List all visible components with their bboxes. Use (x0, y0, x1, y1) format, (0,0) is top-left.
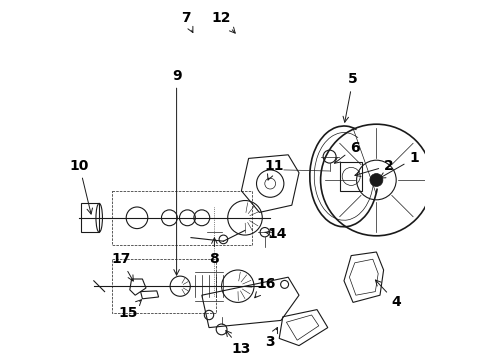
Text: 8: 8 (210, 238, 220, 266)
Text: 6: 6 (335, 141, 360, 163)
Bar (81, 203, 99, 232)
Bar (112, 191, 252, 245)
Text: 7: 7 (181, 11, 193, 32)
Text: 14: 14 (265, 227, 287, 241)
Bar (112, 259, 216, 313)
Bar (341, 162, 362, 191)
Text: 13: 13 (226, 330, 251, 356)
Text: 4: 4 (375, 280, 401, 309)
Text: 9: 9 (172, 69, 181, 275)
Text: 16: 16 (255, 278, 276, 298)
Text: 1: 1 (380, 152, 419, 178)
Text: 17: 17 (111, 252, 133, 281)
Text: 15: 15 (118, 300, 142, 320)
Text: 10: 10 (70, 159, 93, 214)
Text: 12: 12 (212, 11, 235, 33)
Text: 3: 3 (266, 328, 277, 349)
Text: 5: 5 (343, 72, 358, 122)
Text: 2: 2 (355, 159, 394, 176)
Circle shape (370, 174, 383, 186)
Text: 11: 11 (264, 159, 284, 180)
